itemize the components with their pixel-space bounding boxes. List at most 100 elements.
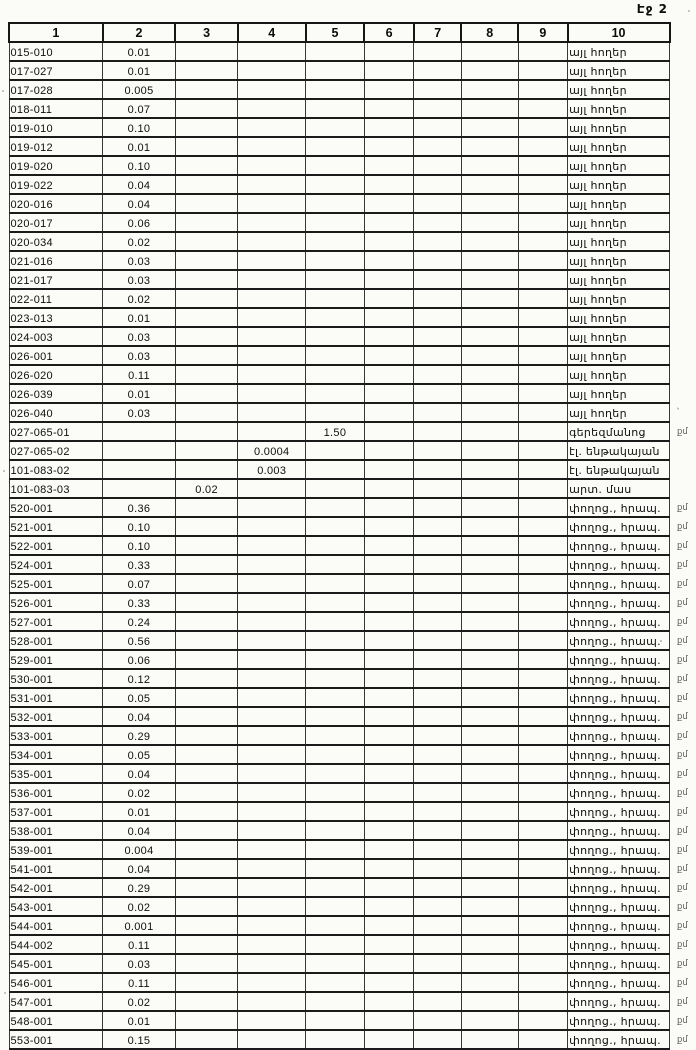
value-cell [517,364,569,385]
value-cell [460,41,519,62]
value-cell: 0.01 [102,60,176,81]
value-cell: 0.03 [102,250,176,271]
table-row: 015-010 0.01 այլ հողեր [8,41,696,62]
value-cell [363,307,415,328]
value-cell [237,858,307,879]
value-cell [237,402,307,423]
parcel-code-cell: 017-028 [8,79,104,100]
table-row: 527-001 0.24 փողոց., հրապ. քմ [8,611,696,632]
value-cell [174,991,239,1012]
value-cell: 0.01 [102,383,176,404]
value-cell [237,991,307,1012]
parcel-code-cell: 547-001 [8,991,104,1012]
parcel-code-cell: 545-001 [8,953,104,974]
value-cell [413,459,462,480]
value-cell [237,706,307,727]
parcel-code-cell: 017-027 [8,60,104,81]
value-cell [305,155,365,176]
value-cell: 0.56 [102,630,176,651]
value-cell [363,649,415,670]
margin-mark [670,232,696,251]
value-cell [460,212,519,233]
value-cell: 0.01 [102,307,176,328]
value-cell: 0.33 [102,592,176,613]
value-cell [363,478,415,499]
value-cell [413,573,462,594]
land-type-cell: այլ հողեր [567,288,671,309]
value-cell [413,497,462,518]
value-cell [174,193,239,214]
table-row: 529-001 0.06 փողոց., հրապ. քմ [8,649,696,670]
margin-mark: քմ [677,730,688,741]
value-cell [460,307,519,328]
scan-noise-dot [2,90,4,92]
margin-mark: քմ [677,711,688,722]
value-cell [460,326,519,347]
value-cell [174,231,239,252]
table-row: 019-012 0.01 այլ հողեր [8,136,696,157]
table-row: 520-001 0.36 փողոց., հրապ. քմ [8,497,696,518]
value-cell [237,573,307,594]
value-cell [460,1029,519,1050]
margin-mark [670,251,696,270]
value-cell [363,41,415,62]
value-cell [174,421,239,442]
value-cell [460,79,519,100]
value-cell [363,535,415,556]
table-row: 546-001 0.11 փողոց., հրապ. քմ [8,972,696,993]
value-cell [413,326,462,347]
table-row: 022-011 0.02 այլ հողեր [8,288,696,309]
column-header-5: 5 [304,22,366,43]
value-cell [413,402,462,423]
margin-mark [670,460,696,479]
margin-mark: քմ [677,825,688,836]
land-type-cell: փողոց., հրապ. [567,763,671,784]
value-cell [517,820,569,841]
parcel-code-cell: 019-010 [8,117,104,138]
value-cell [413,725,462,746]
parcel-code-cell: 528-001 [8,630,104,651]
value-cell [305,41,365,62]
value-cell [517,269,569,290]
table-row: 020-034 0.02 այլ հողեր [8,231,696,252]
parcel-code-cell: 541-001 [8,858,104,879]
value-cell [460,345,519,366]
value-cell: 0.10 [102,535,176,556]
land-type-cell: փողոց., հրապ. [567,649,671,670]
land-type-cell: այլ հողեր [567,98,671,119]
value-cell [305,478,365,499]
value-cell [517,1029,569,1050]
value-cell [305,554,365,575]
margin-mark [670,384,696,403]
value-cell [363,744,415,765]
value-cell [517,60,569,81]
value-cell [237,231,307,252]
value-cell [413,250,462,271]
value-cell: 0.07 [102,573,176,594]
value-cell [460,288,519,309]
land-type-cell: այլ հողեր [567,60,671,81]
table-row: 545-001 0.03 փողոց., հրապ. քմ [8,953,696,974]
value-cell [174,383,239,404]
land-type-cell: փողոց., հրապ. [567,725,671,746]
table-row: 023-013 0.01 այլ հողեր [8,307,696,328]
value-cell [460,117,519,138]
value-cell [305,193,365,214]
value-cell [517,592,569,613]
value-cell [517,858,569,879]
value-cell [237,877,307,898]
value-cell [517,155,569,176]
value-cell [517,687,569,708]
value-cell [305,269,365,290]
land-type-cell: այլ հողեր [567,402,671,423]
column-header-4: 4 [236,22,307,43]
margin-mark: քմ [677,958,688,969]
value-cell [102,421,176,442]
table-row: 021-016 0.03 այլ հողեր [8,250,696,271]
value-cell [237,725,307,746]
parcel-code-cell: 543-001 [8,896,104,917]
table-row: 553-001 0.15 փողոց., հրապ. քմ [8,1029,696,1050]
value-cell [460,459,519,480]
margin-mark [670,365,696,384]
value-cell [517,953,569,974]
